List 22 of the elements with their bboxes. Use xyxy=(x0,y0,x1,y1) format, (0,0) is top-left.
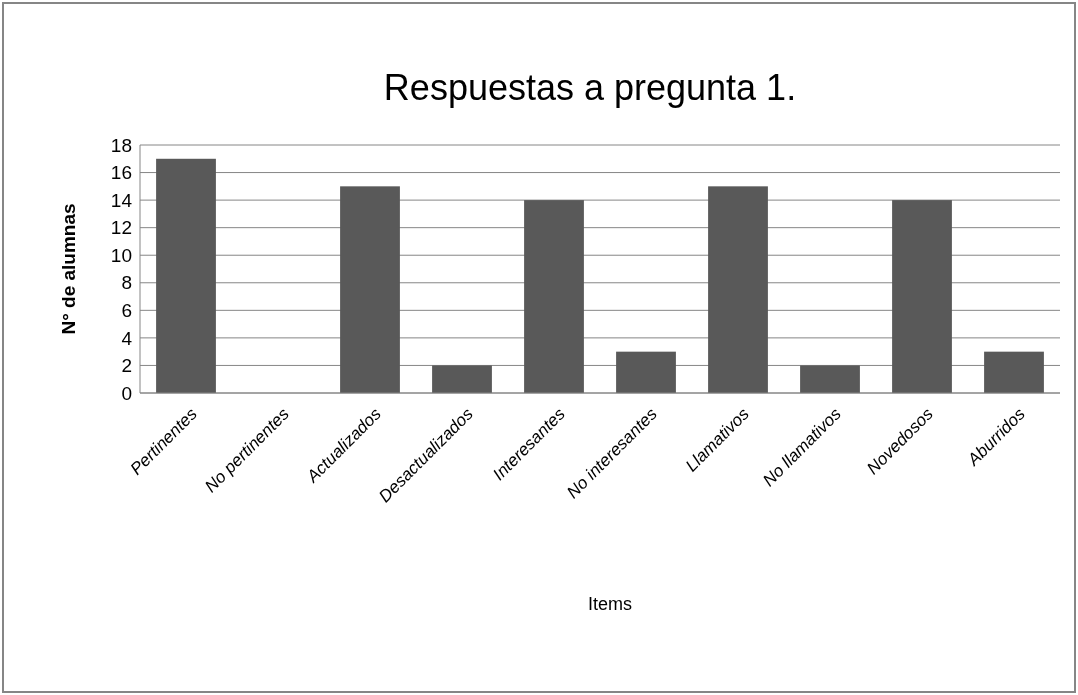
chart-title: Respuestas a pregunta 1. xyxy=(383,67,797,108)
y-tick-label: 18 xyxy=(110,134,132,156)
y-tick-label: 4 xyxy=(121,327,133,349)
bar xyxy=(156,158,216,393)
bar xyxy=(432,365,492,393)
bar xyxy=(708,186,768,393)
x-axis-title: Items xyxy=(587,594,633,614)
y-tick-label: 2 xyxy=(121,355,132,377)
bar xyxy=(524,200,584,393)
y-tick-label: 0 xyxy=(121,382,132,404)
bar xyxy=(892,200,952,393)
bar xyxy=(984,351,1044,393)
y-tick-label: 6 xyxy=(121,299,132,321)
bar xyxy=(616,351,676,393)
y-tick-label: 16 xyxy=(110,162,132,184)
y-tick-label: 12 xyxy=(110,217,132,239)
bar xyxy=(800,365,860,393)
y-tick-label: 14 xyxy=(110,189,133,211)
y-axis-title: N° de alumnas xyxy=(58,203,79,335)
y-tick-label: 10 xyxy=(110,244,132,266)
y-tick-label: 8 xyxy=(121,272,132,294)
bar xyxy=(340,186,400,393)
